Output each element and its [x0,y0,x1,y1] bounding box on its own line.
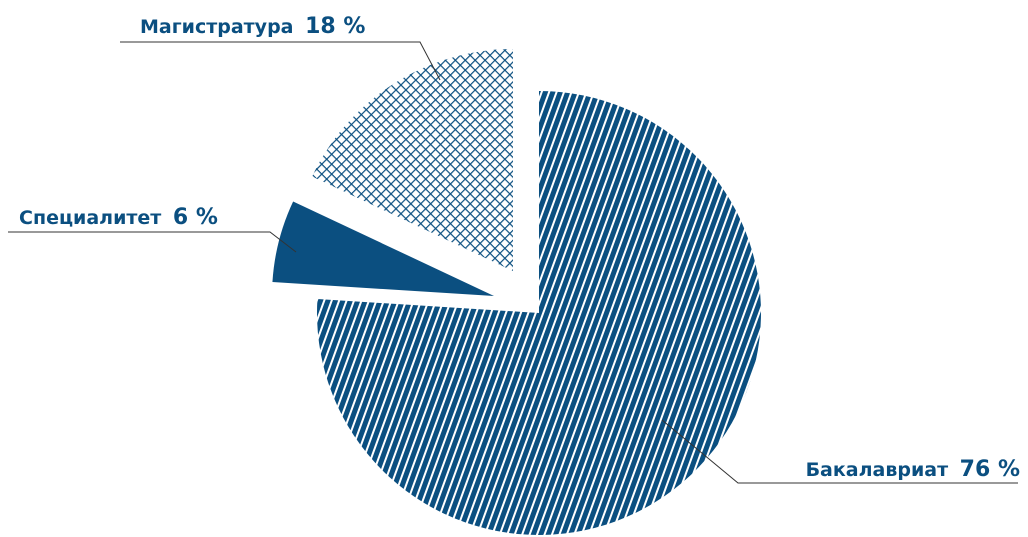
slice-label-magistratura: Магистратура 18 % [140,14,365,39]
leader-lines [8,41,1018,484]
slice-value: 18 % [305,14,365,39]
slice-value: 6 % [173,205,218,230]
svg-text:Бакалавриат 76 %: Бакалавриат 76 % [806,457,1020,482]
leader-line-bakalavriat [661,419,1018,484]
svg-text:Магистратура 18 %: Магистратура 18 % [140,14,365,39]
slice-label-bakalavriat: Бакалавриат 76 % [806,457,1020,482]
slice-name: Специалитет [19,207,161,229]
pie-slice-magistratura [312,49,513,271]
pie-slices [272,49,761,535]
slice-label-specialitet: Специалитет 6 % [19,205,218,230]
svg-text:Специалитет 6 %: Специалитет 6 % [19,205,218,230]
slice-value: 76 % [960,457,1020,482]
leader-line-magistratura [120,41,441,81]
pie-slice-specialitet [272,201,494,296]
slice-name: Магистратура [140,16,293,38]
pie-slice-bakalavriat [317,91,761,535]
leader-line-specialitet [8,231,297,253]
slice-name: Бакалавриат [806,459,949,481]
